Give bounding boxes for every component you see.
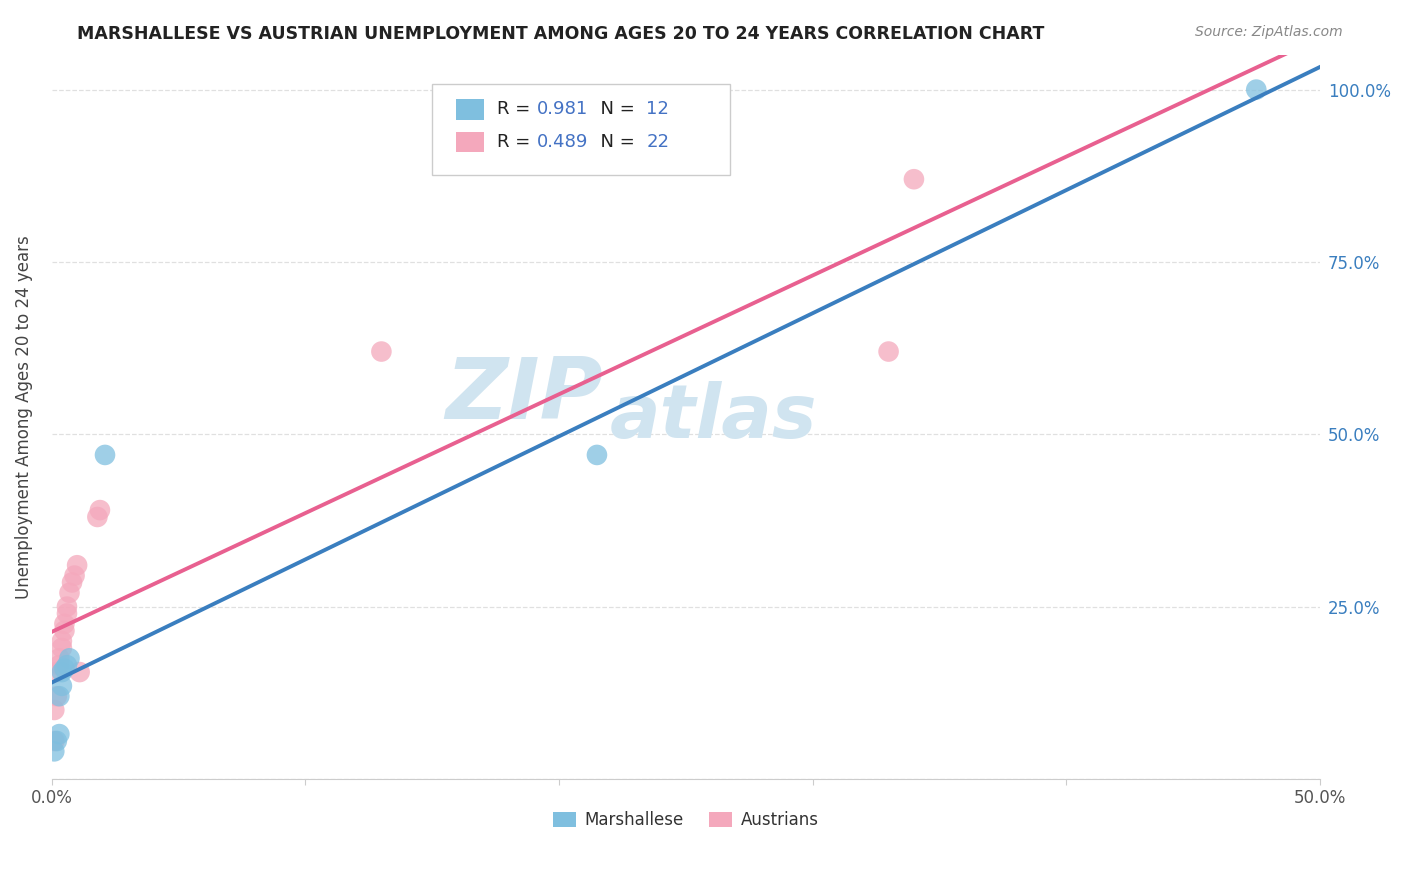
Point <box>66 558 89 573</box>
Text: 22: 22 <box>647 133 669 151</box>
Point <box>89 503 111 517</box>
Y-axis label: Unemployment Among Ages 20 to 24 years: Unemployment Among Ages 20 to 24 years <box>15 235 32 599</box>
Text: atlas: atlas <box>610 381 817 453</box>
Point <box>45 665 67 679</box>
Point <box>58 651 80 665</box>
Point <box>60 575 83 590</box>
Point <box>44 703 66 717</box>
Point <box>53 624 76 638</box>
Point <box>51 665 73 679</box>
Point <box>53 662 76 676</box>
Point <box>877 344 900 359</box>
Point <box>45 689 67 703</box>
FancyBboxPatch shape <box>456 99 484 120</box>
Point <box>903 172 925 186</box>
Point <box>586 448 609 462</box>
Point <box>48 727 70 741</box>
FancyBboxPatch shape <box>456 132 484 153</box>
Point <box>48 689 70 703</box>
Point <box>53 616 76 631</box>
Text: N =: N = <box>589 133 641 151</box>
Text: ZIP: ZIP <box>446 354 603 437</box>
Point <box>58 586 80 600</box>
Point <box>48 651 70 665</box>
Point <box>51 679 73 693</box>
FancyBboxPatch shape <box>432 84 730 175</box>
Point <box>1246 82 1268 96</box>
Text: Source: ZipAtlas.com: Source: ZipAtlas.com <box>1195 25 1343 39</box>
Point <box>56 658 79 673</box>
Point <box>44 734 66 748</box>
Point <box>86 510 108 524</box>
Point <box>94 448 117 462</box>
Point <box>45 734 67 748</box>
Text: N =: N = <box>589 101 641 119</box>
Point <box>370 344 392 359</box>
Point <box>69 665 91 679</box>
Point <box>51 634 73 648</box>
Point <box>63 568 86 582</box>
Point <box>56 607 79 621</box>
Text: MARSHALLESE VS AUSTRIAN UNEMPLOYMENT AMONG AGES 20 TO 24 YEARS CORRELATION CHART: MARSHALLESE VS AUSTRIAN UNEMPLOYMENT AMO… <box>77 25 1045 43</box>
Point <box>51 640 73 655</box>
Point <box>56 599 79 614</box>
Text: 12: 12 <box>647 101 669 119</box>
Legend: Marshallese, Austrians: Marshallese, Austrians <box>547 805 825 836</box>
Text: R =: R = <box>496 133 536 151</box>
Point <box>44 744 66 758</box>
Point <box>48 658 70 673</box>
Text: 0.489: 0.489 <box>537 133 589 151</box>
Text: R =: R = <box>496 101 536 119</box>
Text: 0.981: 0.981 <box>537 101 589 119</box>
